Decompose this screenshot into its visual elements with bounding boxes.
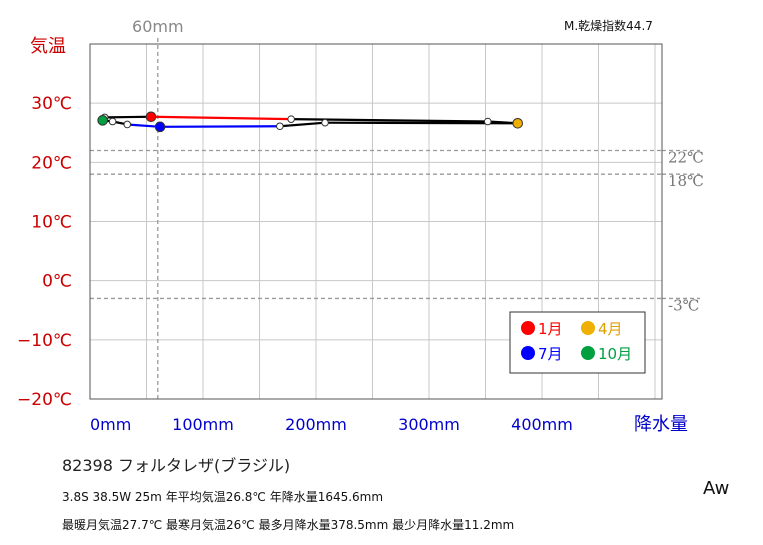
highlight-point-4 — [512, 117, 524, 129]
legend: 1月 4月 7月 10月 — [509, 311, 646, 374]
segment-5-6 — [279, 121, 326, 128]
y-tick-label: −20℃ — [17, 390, 72, 410]
month-point-8 — [123, 120, 132, 129]
month-point-2 — [287, 115, 295, 123]
legend-marker-1 — [521, 321, 535, 335]
segment-7-8 — [127, 123, 161, 128]
axis-labels: −20℃ −10℃ 0℃ 10℃ 20℃ 30℃ 気温 0mm 100mm 200mm 300mm 4… — [17, 18, 688, 435]
reference-label-temp: 18℃ — [668, 172, 704, 190]
y-tick-label: −10℃ — [17, 331, 72, 351]
y-tick-label: 10℃ — [31, 213, 72, 233]
x-tick-label: 400mm — [511, 415, 573, 434]
grid — [90, 44, 662, 399]
segment-6-7 — [160, 125, 280, 128]
reference-label-temp: 22℃ — [668, 149, 704, 167]
y-axis-title: 気温 — [30, 36, 66, 57]
reference-label-temp: -3℃ — [668, 296, 699, 314]
legend-label-7: 7月 — [538, 345, 563, 363]
legend-marker-7 — [521, 346, 535, 360]
highlight-point-10 — [97, 115, 108, 126]
reference-lines: 60mm 22℃ 18℃ -3℃ — [90, 17, 704, 399]
legend-box — [509, 311, 646, 374]
segment-1-2 — [151, 115, 292, 121]
y-tick-label: 20℃ — [31, 153, 72, 173]
highlight-point-1 — [145, 111, 157, 123]
plot-frame — [89, 43, 663, 400]
station-title: 82398 フォルタレザ(ブラジル) — [62, 456, 291, 475]
month-point-3 — [483, 117, 492, 126]
x-tick-label: 200mm — [285, 415, 347, 434]
station-info-line2: 最暖月気温27.7℃ 最寒月気温26℃ 最多月降水量378.5mm 最少月降水量… — [62, 518, 515, 532]
month-points — [97, 111, 524, 133]
y-tick-label: 0℃ — [42, 272, 72, 292]
segment-2-3 — [291, 118, 488, 123]
month-point-9 — [108, 117, 117, 126]
x-tick-label: 300mm — [398, 415, 460, 434]
reference-label-precip: 60mm — [132, 17, 184, 36]
month-point-6 — [276, 122, 284, 131]
legend-marker-4 — [581, 321, 595, 335]
highlight-point-7 — [154, 121, 166, 133]
climate-class-label: Aw — [703, 478, 730, 499]
legend-label-4: 4月 — [598, 320, 623, 338]
x-tick-label: 0mm — [90, 415, 131, 434]
legend-label-10: 10月 — [598, 345, 632, 363]
x-tick-label: 100mm — [172, 415, 234, 434]
segment-11-12 — [104, 115, 152, 119]
month-point-5 — [321, 118, 329, 127]
x-axis-title: 降水量 — [634, 414, 688, 435]
station-info-line1: 3.8S 38.5W 25m 年平均気温26.8℃ 年降水量1645.6mm — [62, 490, 384, 504]
legend-marker-10 — [581, 346, 595, 360]
y-tick-label: 30℃ — [31, 94, 72, 114]
aridity-index-label: M.乾燥指数44.7 — [564, 18, 653, 33]
legend-label-1: 1月 — [538, 320, 563, 338]
